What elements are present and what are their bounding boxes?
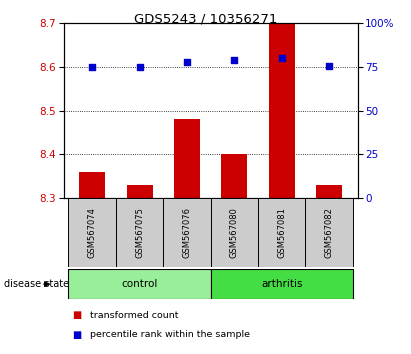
Text: GSM567082: GSM567082 xyxy=(325,207,334,258)
Text: GSM567074: GSM567074 xyxy=(88,207,97,258)
Text: GSM567075: GSM567075 xyxy=(135,207,144,258)
Text: GSM567080: GSM567080 xyxy=(230,207,239,258)
Bar xyxy=(305,198,353,267)
Text: GSM567081: GSM567081 xyxy=(277,207,286,258)
Text: ■: ■ xyxy=(72,330,81,339)
Bar xyxy=(79,172,105,198)
Point xyxy=(136,64,143,70)
Text: GSM567076: GSM567076 xyxy=(182,207,192,258)
Point xyxy=(278,55,285,61)
Bar xyxy=(127,185,152,198)
Bar xyxy=(269,23,295,198)
Point xyxy=(231,57,238,63)
Point xyxy=(326,63,332,69)
Bar xyxy=(211,269,353,299)
Point xyxy=(184,59,190,64)
Point xyxy=(89,64,95,70)
Text: control: control xyxy=(121,279,158,289)
Text: transformed count: transformed count xyxy=(90,310,179,320)
Bar xyxy=(221,154,247,198)
Bar xyxy=(163,198,211,267)
Bar xyxy=(211,198,258,267)
Bar xyxy=(69,269,211,299)
Bar xyxy=(69,198,116,267)
Text: GDS5243 / 10356271: GDS5243 / 10356271 xyxy=(134,12,277,25)
Bar xyxy=(174,119,200,198)
Text: arthritis: arthritis xyxy=(261,279,302,289)
Text: ■: ■ xyxy=(72,310,81,320)
Bar xyxy=(116,198,163,267)
Bar xyxy=(316,185,342,198)
Text: percentile rank within the sample: percentile rank within the sample xyxy=(90,330,250,339)
Text: disease state: disease state xyxy=(4,279,69,289)
Bar xyxy=(258,198,305,267)
